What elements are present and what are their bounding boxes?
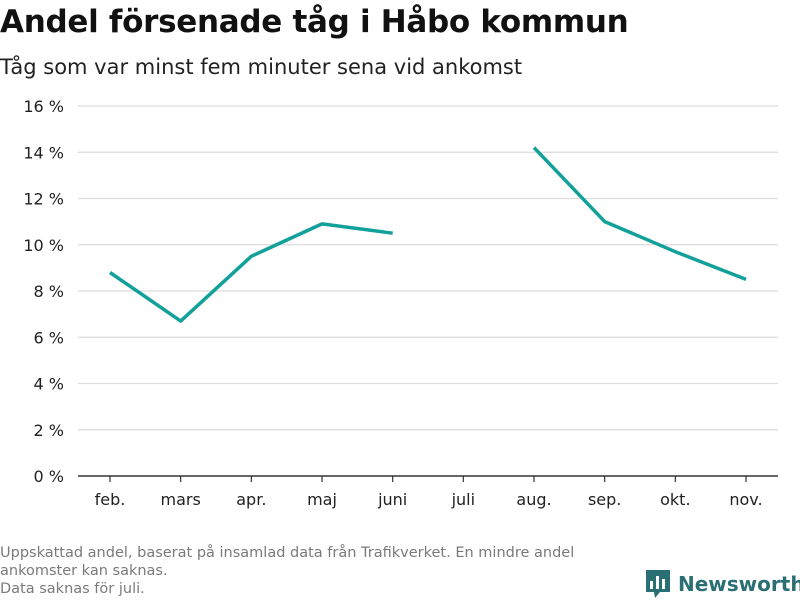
footnote-line-2: ankomster kan saknas.: [0, 563, 168, 579]
x-tick-label: maj: [307, 490, 337, 509]
series-line: [532, 146, 747, 282]
x-tick-label: sep.: [588, 490, 621, 509]
y-tick-label: 10 %: [23, 236, 64, 255]
footnote-line-1: Uppskattad andel, baserat på insamlad da…: [0, 545, 575, 561]
x-tick-label: feb.: [95, 490, 126, 509]
y-tick-label: 16 %: [23, 97, 64, 116]
x-tick-label: apr.: [236, 490, 266, 509]
y-tick-label: 6 %: [34, 328, 64, 347]
y-tick-label: 14 %: [23, 143, 64, 162]
y-tick-label: 0 %: [34, 467, 64, 486]
y-tick-label: 8 %: [34, 282, 64, 301]
x-tick-label: aug.: [516, 490, 551, 509]
bar-chart-logo-icon: [646, 570, 670, 598]
x-tick-label: juni: [377, 490, 407, 509]
footnote: Uppskattad andel, baserat på insamlad da…: [0, 544, 640, 598]
y-tick-label: 12 %: [23, 190, 64, 209]
footnote-line-3: Data saknas för juli.: [0, 581, 145, 597]
x-tick-label: nov.: [729, 490, 762, 509]
brand-name: Newsworthy: [678, 572, 800, 596]
line-chart: 0 % 2 % 4 % 6 % 8 % 10 % 12 % 14 % 16 % feb. mars a…: [23, 97, 778, 509]
y-tick-label: 4 %: [34, 375, 64, 394]
x-tick-label: okt.: [660, 490, 690, 509]
series-line: [109, 222, 393, 323]
x-tick-label: juli: [451, 490, 475, 509]
chart-subtitle: Tåg som var minst fem minuter sena vid a…: [0, 55, 523, 79]
x-tick-label: mars: [161, 490, 201, 509]
y-tick-label: 2 %: [34, 421, 64, 440]
brand-logo: Newsworthy: [644, 568, 800, 600]
chart-title: Andel försenade tåg i Håbo kommun: [0, 4, 629, 40]
